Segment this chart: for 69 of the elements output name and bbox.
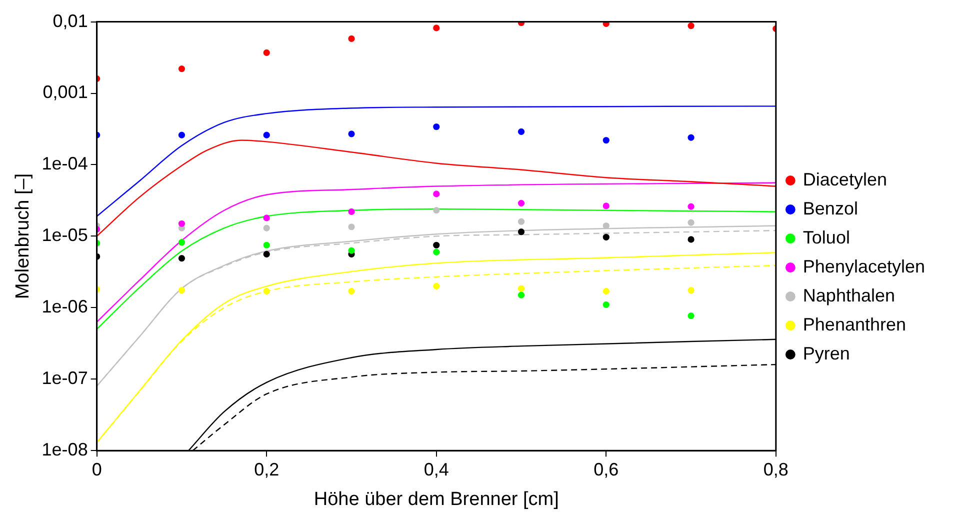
point bbox=[178, 255, 186, 262]
point bbox=[263, 250, 270, 258]
legend-label: Pyren bbox=[802, 343, 850, 364]
x-tick-label: 0 bbox=[92, 459, 102, 480]
point bbox=[263, 132, 270, 138]
y-tick-label: 1e-04 bbox=[42, 154, 88, 174]
point bbox=[433, 242, 440, 248]
point bbox=[602, 22, 610, 28]
point bbox=[518, 200, 525, 206]
point bbox=[518, 218, 525, 225]
point bbox=[688, 287, 694, 294]
point bbox=[688, 312, 694, 320]
point bbox=[433, 24, 440, 32]
point bbox=[178, 65, 186, 72]
point bbox=[178, 287, 186, 294]
point bbox=[348, 288, 355, 294]
x-tick-label: 0,8 bbox=[763, 459, 788, 480]
point bbox=[263, 242, 270, 248]
point bbox=[433, 123, 440, 130]
point bbox=[688, 134, 694, 141]
legend-label: Benzol bbox=[802, 198, 858, 218]
point bbox=[178, 132, 186, 138]
point bbox=[348, 35, 355, 42]
x-tick-label: 0,6 bbox=[594, 459, 619, 480]
y-tick-label: 0,01 bbox=[52, 10, 88, 31]
point bbox=[433, 207, 440, 214]
point bbox=[518, 292, 525, 298]
point bbox=[602, 202, 610, 210]
point bbox=[518, 228, 525, 236]
legend-label: Diacetylen bbox=[802, 169, 887, 190]
point bbox=[688, 22, 694, 30]
point bbox=[688, 219, 694, 226]
x-axis-title: Höhe über dem Brenner [cm] bbox=[314, 488, 559, 510]
point bbox=[348, 130, 355, 138]
point bbox=[263, 224, 270, 232]
line-series bbox=[96, 140, 776, 237]
point bbox=[348, 247, 355, 254]
legend-label: Toluol bbox=[802, 227, 850, 248]
y-tick-label: 1e-05 bbox=[42, 225, 88, 246]
point bbox=[178, 220, 186, 227]
y-tick-label: 0,001 bbox=[42, 82, 88, 102]
y-axis-title: Molenbruch [–] bbox=[12, 173, 34, 300]
point bbox=[688, 203, 694, 210]
point bbox=[178, 239, 186, 246]
point bbox=[348, 208, 355, 216]
point bbox=[602, 301, 610, 308]
point bbox=[433, 190, 440, 198]
y-tick-label: 1e-08 bbox=[42, 440, 88, 460]
point bbox=[263, 49, 270, 56]
point bbox=[688, 236, 694, 243]
point bbox=[263, 288, 270, 294]
line-series bbox=[96, 182, 776, 323]
y-tick-label: 1e-07 bbox=[42, 368, 88, 388]
y-tick-label: 1e-06 bbox=[42, 296, 88, 317]
point bbox=[602, 234, 610, 240]
legend-label: Naphthalen bbox=[802, 285, 895, 306]
legend-label: Phenanthren bbox=[802, 314, 906, 334]
point bbox=[263, 214, 270, 222]
point bbox=[602, 136, 610, 144]
point bbox=[602, 288, 610, 294]
point bbox=[433, 282, 440, 290]
point bbox=[518, 285, 525, 292]
x-tick-label: 0,2 bbox=[254, 459, 280, 480]
line-series bbox=[96, 106, 776, 217]
x-tick-label: 0,4 bbox=[424, 459, 449, 480]
point bbox=[518, 128, 525, 135]
point bbox=[348, 224, 355, 230]
legend-label: Phenylacetylen bbox=[802, 256, 926, 276]
point bbox=[433, 248, 440, 256]
